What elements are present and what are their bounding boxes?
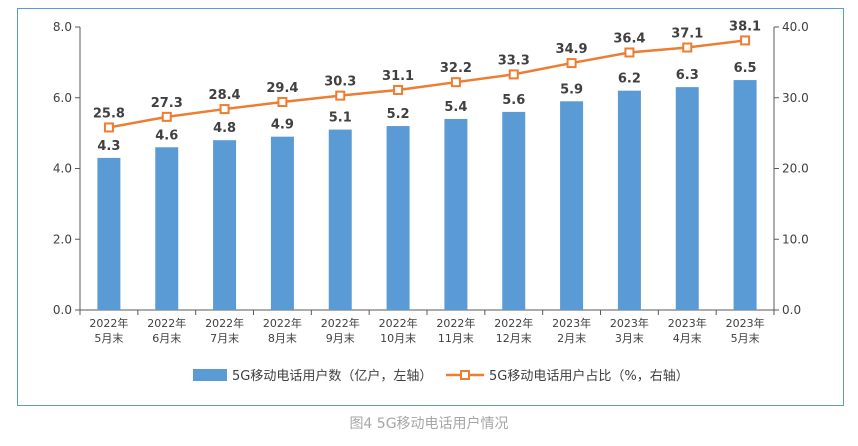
left-y-tick-label: 0.0: [53, 303, 72, 317]
x-tick-label-month: 4月末: [673, 331, 702, 345]
line-marker: [740, 35, 751, 46]
x-tick-label-year: 2022年: [89, 316, 128, 330]
line-marker: [450, 77, 461, 88]
x-tick-label-month: 11月末: [438, 331, 474, 345]
x-tick-label-month: 7月末: [210, 331, 239, 345]
bar: [386, 126, 410, 310]
line-data-label: 36.4: [613, 31, 645, 46]
bar-data-label: 6.2: [618, 72, 641, 87]
bar: [97, 157, 121, 310]
bar: [328, 129, 352, 310]
right-y-tick-label: 20.0: [782, 162, 809, 176]
x-tick-label-year: 2022年: [321, 316, 360, 330]
line-data-label: 31.1: [382, 69, 414, 84]
bar-data-label: 5.1: [329, 111, 352, 126]
line-marker: [393, 84, 404, 95]
line-marker: [277, 96, 288, 107]
bar: [617, 90, 641, 310]
line-marker: [624, 47, 635, 58]
line-data-label: 30.3: [324, 75, 356, 90]
bar-data-label: 5.6: [502, 93, 525, 108]
x-tick-label-month: 5月末: [94, 331, 123, 345]
bar-data-label: 6.5: [734, 61, 757, 76]
right-y-tick-label: 30.0: [782, 91, 809, 105]
combo-chart: 0.02.04.06.08.00.010.020.030.040.02022年5…: [53, 19, 809, 384]
x-tick-label-month: 12月末: [496, 331, 532, 345]
line-data-label: 29.4: [266, 81, 298, 96]
x-tick-label-year: 2022年: [494, 316, 533, 330]
left-y-tick-label: 6.0: [53, 91, 72, 105]
x-tick-label-year: 2023年: [610, 316, 649, 330]
x-tick-label-month: 8月末: [268, 331, 297, 345]
x-tick-label-year: 2022年: [436, 316, 475, 330]
bar-data-label: 4.3: [97, 139, 120, 154]
line-marker: [508, 69, 519, 80]
left-y-tick-label: 4.0: [53, 162, 72, 176]
legend-line-label: 5G移动电话用户占比（%，右轴）: [489, 368, 689, 384]
x-tick-label-year: 2022年: [379, 316, 418, 330]
bar: [502, 111, 526, 311]
bar-data-label: 4.8: [213, 121, 236, 136]
x-tick-label-year: 2023年: [668, 316, 707, 330]
left-y-tick-label: 8.0: [53, 20, 72, 34]
line-data-label: 25.8: [93, 106, 125, 121]
x-tick-label-month: 10月末: [380, 331, 416, 345]
bar: [444, 118, 468, 310]
legend-bar-label: 5G移动电话用户数（亿户，左轴）: [232, 368, 432, 384]
line-data-label: 38.1: [729, 19, 761, 34]
right-y-tick-label: 10.0: [782, 232, 809, 246]
bar-data-label: 4.9: [271, 118, 294, 133]
bar-data-label: 5.4: [444, 100, 467, 115]
line-data-label: 33.3: [498, 53, 530, 68]
x-tick-label-month: 2月末: [557, 331, 586, 345]
x-tick-label-year: 2023年: [726, 316, 765, 330]
line-data-label: 32.2: [440, 61, 472, 76]
bar-data-label: 5.2: [387, 107, 410, 122]
bar-data-label: 4.6: [155, 128, 178, 143]
x-tick-label-year: 2022年: [205, 316, 244, 330]
line-data-label: 34.9: [556, 42, 588, 57]
x-tick-label-month: 3月末: [615, 331, 644, 345]
legend-bar-swatch: [193, 369, 227, 381]
right-y-tick-label: 40.0: [782, 20, 809, 34]
line-marker: [219, 104, 230, 115]
line-data-label: 37.1: [671, 27, 703, 42]
figure-caption: 图4 5G移动电话用户情况: [349, 416, 509, 432]
chart-figure: 0.0 2.0 4.0 6.0 8.0 0.0 10.0 20.0 30.0 40.0 2022年 5…: [17, 8, 844, 406]
bar: [213, 140, 237, 310]
left-y-tick-label: 2.0: [53, 232, 72, 246]
bar: [560, 101, 584, 310]
line-marker: [566, 58, 577, 69]
line-marker: [103, 122, 114, 133]
bar: [733, 80, 757, 310]
line-data-label: 27.3: [151, 96, 183, 111]
x-tick-label-year: 2022年: [263, 316, 302, 330]
bar-data-label: 6.3: [676, 68, 699, 83]
x-tick-label-month: 5月末: [731, 331, 760, 345]
bar: [675, 87, 699, 310]
x-tick-label-month: 6月末: [152, 331, 181, 345]
line-marker: [161, 111, 172, 122]
x-tick-label-year: 2023年: [552, 316, 591, 330]
line-data-label: 28.4: [209, 88, 241, 103]
line-marker: [335, 90, 346, 101]
bar: [270, 136, 294, 310]
x-tick-label-month: 9月末: [326, 331, 355, 345]
line-series: [108, 39, 746, 129]
legend-line-marker: [460, 370, 470, 380]
bar: [155, 147, 179, 310]
bar-data-label: 5.9: [560, 82, 583, 97]
right-y-tick-label: 0.0: [782, 303, 801, 317]
line-marker: [682, 42, 693, 53]
x-tick-label-year: 2022年: [147, 316, 186, 330]
